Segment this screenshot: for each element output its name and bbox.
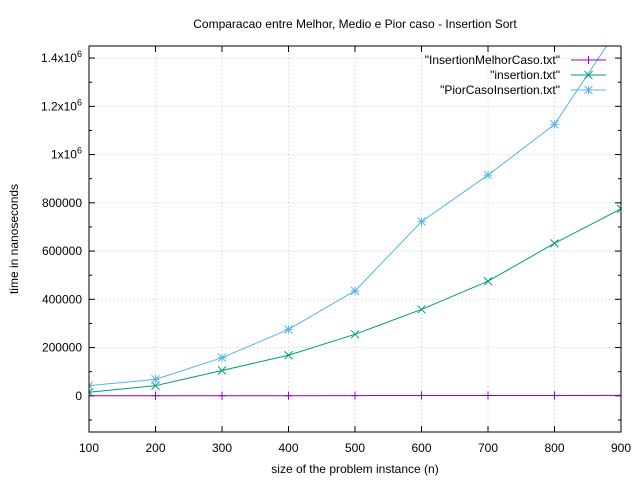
series-1 bbox=[89, 391, 621, 400]
x-tick-label: 500 bbox=[345, 441, 365, 455]
data-point-marker bbox=[417, 305, 426, 314]
legend-marker bbox=[584, 85, 593, 95]
data-point-marker bbox=[617, 20, 625, 28]
y-tick-label: 200000 bbox=[42, 341, 82, 355]
grid bbox=[88, 46, 622, 432]
data-point-marker bbox=[550, 120, 559, 129]
data-point-marker bbox=[483, 276, 493, 286]
data-point-marker bbox=[417, 217, 426, 226]
data-point-marker bbox=[550, 238, 559, 248]
x-tick-label: 600 bbox=[411, 441, 431, 455]
x-tick-label: 100 bbox=[79, 441, 99, 455]
data-point-marker bbox=[89, 381, 94, 387]
x-tick-label: 800 bbox=[544, 441, 564, 455]
series-line bbox=[89, 208, 621, 393]
data-point-marker bbox=[616, 204, 621, 210]
legend-label: "InsertionMelhorCaso.txt" bbox=[425, 53, 560, 67]
x-tick-label: 300 bbox=[212, 441, 232, 455]
series-2 bbox=[89, 204, 621, 397]
plot-frame bbox=[88, 45, 622, 433]
data-point-marker bbox=[217, 366, 227, 375]
series-3 bbox=[89, 20, 625, 391]
x-tick-label: 900 bbox=[611, 441, 631, 455]
data-point-marker bbox=[89, 391, 94, 397]
data-point-marker bbox=[217, 353, 227, 363]
y-axis-ticks: 0 200000 400000 600000 800000 1x106 1.2x106 1.4… bbox=[41, 49, 621, 421]
data-point-marker bbox=[284, 350, 293, 360]
x-tick-label: 200 bbox=[145, 441, 165, 455]
y-tick-label: 1.2x106 bbox=[41, 97, 82, 113]
x-tick-label: 400 bbox=[278, 441, 298, 455]
y-tick-label: 0 bbox=[75, 389, 82, 403]
x-axis-label: size of the problem instance (n) bbox=[271, 462, 438, 476]
y-tick-label: 400000 bbox=[42, 292, 82, 306]
legend-label: "PiorCasoInsertion.txt" bbox=[440, 83, 560, 97]
data-point-marker bbox=[616, 208, 621, 214]
data-point-marker bbox=[89, 387, 94, 393]
y-axis-label: time in nanoseconds bbox=[7, 184, 21, 294]
data-point-marker bbox=[483, 170, 493, 180]
x-tick-label: 700 bbox=[478, 441, 498, 455]
data-point-marker bbox=[89, 384, 94, 391]
legend-marker bbox=[584, 70, 593, 80]
data-point-marker bbox=[350, 286, 360, 296]
y-tick-label: 800000 bbox=[42, 196, 82, 210]
y-tick-label: 1x106 bbox=[51, 146, 82, 162]
chart-title: Comparacao entre Melhor, Medio e Pior ca… bbox=[193, 17, 517, 31]
data-series bbox=[89, 20, 625, 400]
data-point-marker bbox=[350, 329, 360, 339]
legend: "InsertionMelhorCaso.txt""insertion.txt"… bbox=[425, 53, 606, 97]
y-tick-label: 600000 bbox=[42, 244, 82, 258]
data-point-marker bbox=[151, 375, 160, 384]
data-point-marker bbox=[151, 381, 160, 391]
y-tick-label: 1.4x106 bbox=[41, 49, 82, 65]
legend-label: "insertion.txt" bbox=[490, 68, 560, 82]
data-point-marker bbox=[284, 325, 293, 334]
x-axis-ticks: 100 200 300 400 500 600 700 800 900 bbox=[79, 46, 631, 455]
data-point-marker bbox=[617, 20, 625, 28]
